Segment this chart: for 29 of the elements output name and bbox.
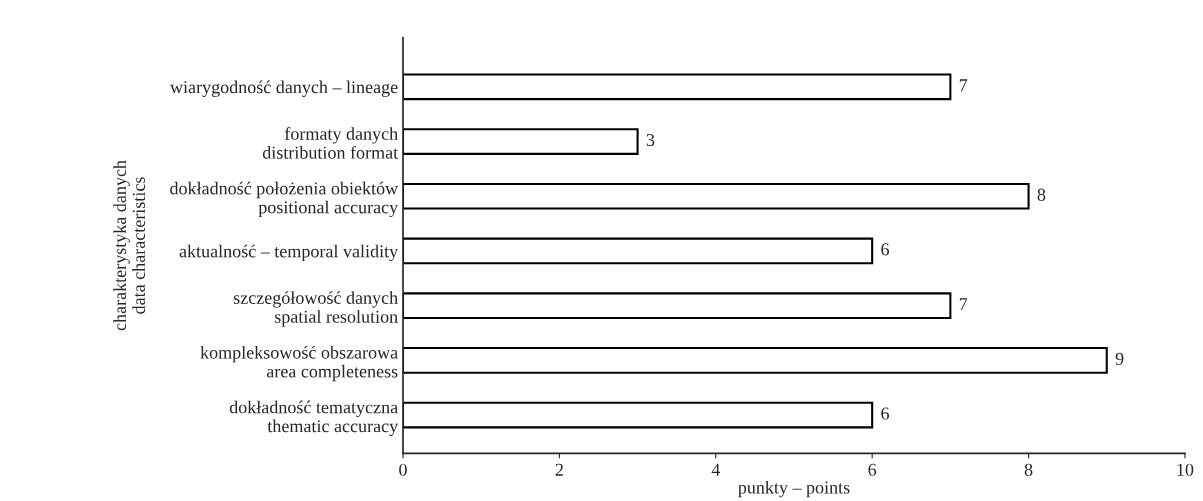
x-tick-label: 10 [1177, 463, 1194, 476]
bar [403, 347, 1108, 374]
bar [403, 237, 874, 265]
data-label: 7 [959, 79, 968, 92]
data-label: 9 [1115, 352, 1124, 365]
y-tick-label: formaty danych distribution format [262, 126, 399, 159]
data-label: 6 [881, 243, 889, 256]
x-tick-label: 8 [1024, 463, 1033, 476]
bar [403, 401, 874, 429]
y-tick-label: aktualność – temporal validity [179, 244, 399, 262]
y-tick-label: kompleksowość obszarowa area completeness [200, 345, 398, 382]
y-tick-label: dokładność położenia obiektów positional accuracy [170, 181, 399, 218]
bar [403, 182, 1030, 210]
x-tick-label: 0 [399, 463, 407, 476]
x-tick-label: 4 [711, 463, 721, 476]
x-tick-label: 6 [868, 463, 877, 476]
y-tick-label: wiarygodność danych – lineage [170, 80, 398, 97]
x-tick-label: 2 [555, 463, 563, 476]
data-label: 3 [646, 133, 655, 147]
y-axis-title: charakterystyka danych data characteristics [113, 160, 145, 331]
data-label: 6 [881, 407, 889, 420]
y-tick-label: dokładność tematyczna thematic accuracy [229, 400, 399, 436]
data-label: 7 [959, 298, 968, 311]
bar [403, 128, 639, 155]
data-label: 8 [1037, 188, 1046, 201]
y-tick-label: szczegółowość danych spatial resolution [233, 291, 398, 327]
x-axis-title: punkty – points [738, 480, 850, 498]
bar [403, 73, 952, 101]
bar [403, 292, 952, 320]
